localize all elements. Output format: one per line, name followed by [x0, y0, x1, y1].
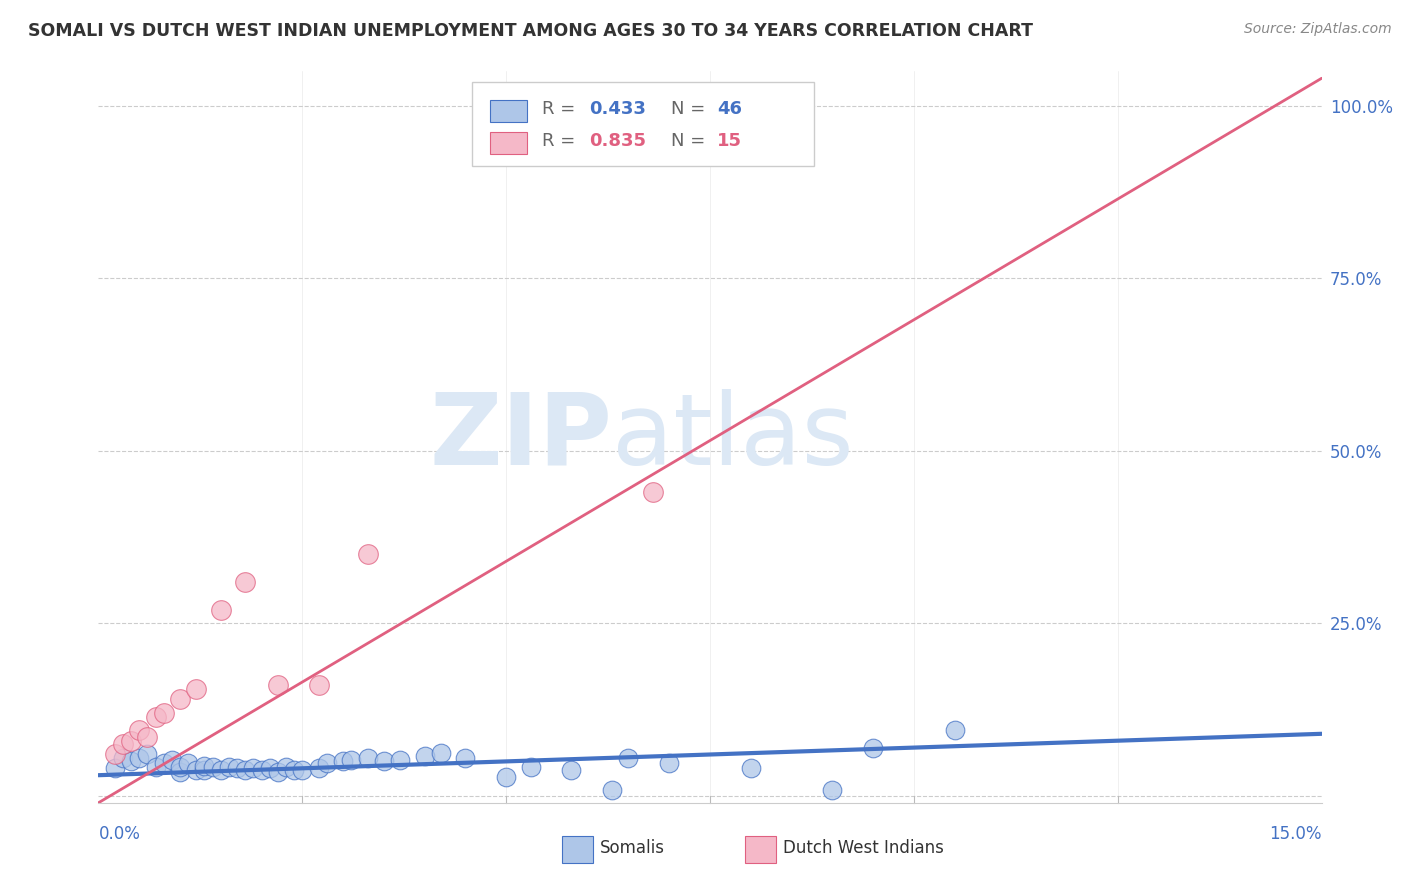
Point — [177, 756, 200, 770]
Point — [740, 761, 762, 775]
Text: R =: R = — [543, 100, 582, 118]
Point — [218, 760, 240, 774]
Point — [120, 733, 142, 747]
Point — [267, 764, 290, 779]
Point — [145, 760, 167, 774]
Point — [943, 723, 966, 738]
Point — [169, 764, 191, 779]
Point — [233, 763, 256, 777]
Point — [274, 760, 297, 774]
Point — [389, 753, 412, 767]
Text: 15.0%: 15.0% — [1270, 825, 1322, 843]
Text: Dutch West Indians: Dutch West Indians — [783, 839, 943, 857]
Point — [209, 602, 232, 616]
Point — [332, 755, 354, 769]
Point — [201, 760, 224, 774]
Point — [495, 770, 517, 784]
Point — [356, 751, 378, 765]
Text: 46: 46 — [717, 100, 742, 118]
Point — [193, 758, 215, 772]
Text: 0.433: 0.433 — [589, 100, 645, 118]
Point — [104, 747, 127, 762]
Text: SOMALI VS DUTCH WEST INDIAN UNEMPLOYMENT AMONG AGES 30 TO 34 YEARS CORRELATION C: SOMALI VS DUTCH WEST INDIAN UNEMPLOYMENT… — [28, 22, 1033, 40]
Point — [340, 753, 363, 767]
Point — [259, 761, 281, 775]
Point — [169, 760, 191, 774]
Point — [519, 760, 541, 774]
Point — [862, 740, 884, 755]
Point — [160, 753, 183, 767]
Point — [111, 751, 134, 765]
Text: N =: N = — [671, 100, 711, 118]
Point — [356, 548, 378, 562]
Bar — [471, 82, 814, 167]
Point — [152, 706, 174, 720]
Point — [242, 761, 264, 775]
Text: 0.835: 0.835 — [589, 132, 645, 150]
Bar — [489, 100, 526, 122]
Point — [209, 763, 232, 777]
Point — [186, 681, 208, 696]
Point — [821, 783, 844, 797]
Point — [454, 751, 477, 765]
Text: ZIP: ZIP — [429, 389, 612, 485]
Text: Somalis: Somalis — [600, 839, 665, 857]
Point — [283, 763, 305, 777]
Point — [233, 574, 256, 589]
Point — [104, 761, 127, 775]
Text: R =: R = — [543, 132, 582, 150]
Bar — [489, 132, 526, 154]
Text: atlas: atlas — [612, 389, 853, 485]
Point — [617, 751, 640, 765]
Point — [152, 756, 174, 770]
Point — [267, 678, 290, 692]
Text: 0.0%: 0.0% — [98, 825, 141, 843]
Point — [560, 763, 582, 777]
Point — [315, 756, 337, 770]
Point — [373, 755, 395, 769]
Text: Source: ZipAtlas.com: Source: ZipAtlas.com — [1244, 22, 1392, 37]
Point — [193, 763, 215, 777]
Point — [145, 709, 167, 723]
Point — [641, 485, 664, 500]
Point — [186, 763, 208, 777]
Point — [291, 763, 314, 777]
Point — [600, 783, 623, 797]
Point — [658, 756, 681, 770]
Point — [430, 746, 453, 760]
Point — [136, 731, 159, 745]
Text: N =: N = — [671, 132, 711, 150]
Point — [120, 755, 142, 769]
Point — [169, 692, 191, 706]
Point — [226, 761, 249, 775]
Point — [308, 761, 330, 775]
Text: 15: 15 — [717, 132, 742, 150]
Point — [413, 748, 436, 763]
Point — [128, 751, 150, 765]
Point — [250, 763, 273, 777]
Point — [308, 678, 330, 692]
Point — [136, 747, 159, 762]
Point — [128, 723, 150, 738]
Point — [111, 737, 134, 751]
